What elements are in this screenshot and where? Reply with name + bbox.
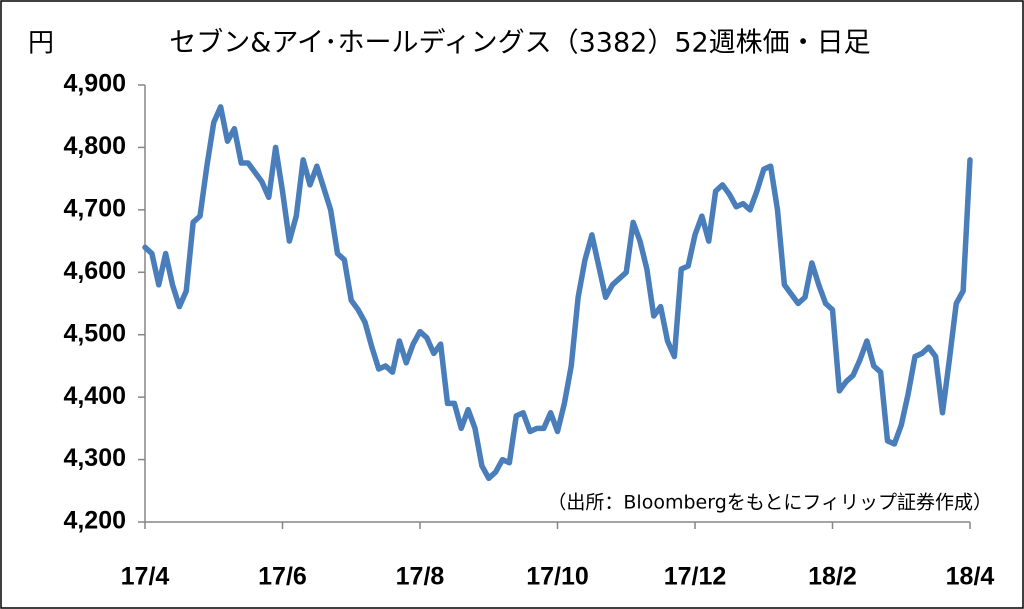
annotation: （出所：Bloombergをもとにフィリップ証券作成）: [547, 492, 992, 514]
y-unit: 円: [28, 29, 54, 59]
y-tick-label: 4,300: [63, 444, 126, 472]
y-tick-label: 4,800: [63, 132, 126, 160]
x-tick-label: 17/4: [121, 563, 170, 591]
y-tick-label: 4,200: [63, 507, 126, 535]
x-tick-label: 17/12: [664, 563, 727, 591]
y-tick-label: 4,400: [63, 382, 126, 410]
x-tick-label: 17/8: [396, 563, 445, 591]
x-tick-label: 18/2: [808, 563, 857, 591]
chart-title: セブン&アイ･ホールディングス（3382）52週株価・日足: [169, 28, 870, 59]
y-tick-label: 4,600: [63, 257, 126, 285]
y-tick-label: 4,700: [63, 194, 126, 222]
y-tick-label: 4,900: [63, 70, 126, 98]
y-tick-label: 4,500: [63, 319, 126, 347]
price-line: [142, 104, 973, 482]
x-tick-label: 17/6: [258, 563, 307, 591]
x-tick-label: 17/10: [526, 563, 589, 591]
x-tick-label: 18/4: [946, 563, 995, 591]
